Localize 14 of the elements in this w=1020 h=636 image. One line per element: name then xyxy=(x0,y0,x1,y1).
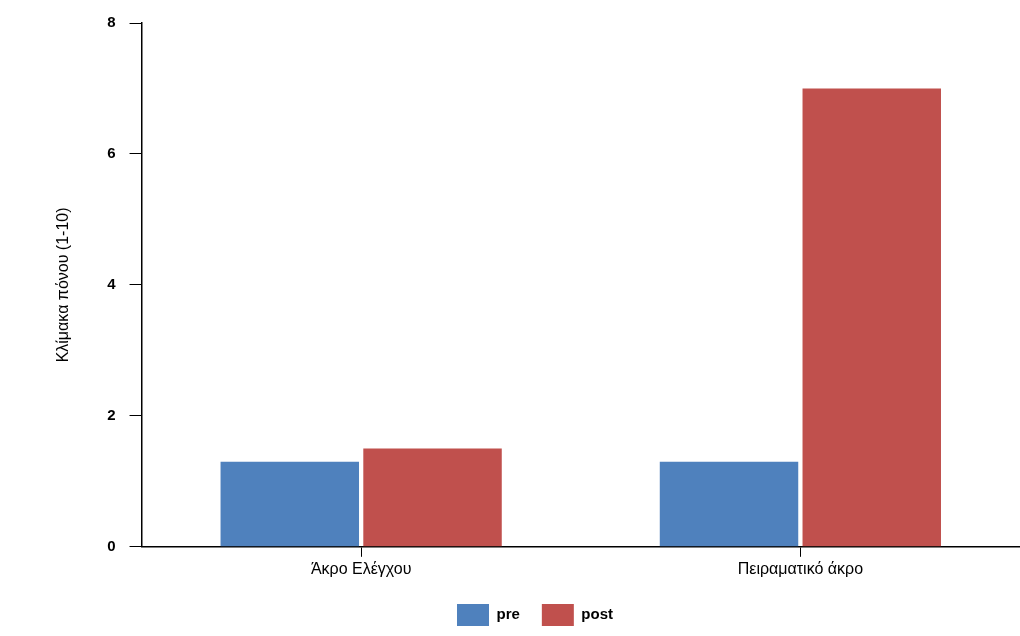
y-tick-label: 2 xyxy=(107,405,116,423)
bar xyxy=(363,448,502,547)
y-tick-label: 8 xyxy=(107,13,116,31)
bar xyxy=(220,461,360,547)
bar xyxy=(659,461,799,547)
y-tick-label: 0 xyxy=(107,536,116,554)
x-tick-label: Πειραματικό άκρο xyxy=(737,559,864,577)
legend-label: pre xyxy=(496,605,520,623)
legend-label: post xyxy=(581,605,614,623)
y-tick-label: 6 xyxy=(107,144,116,162)
bar xyxy=(802,88,941,547)
y-tick-label: 4 xyxy=(107,275,117,293)
x-tick-label: Άκρο Ελέγχου xyxy=(310,559,412,577)
y-axis-title: Κλίμακα πόνου (1-10) xyxy=(54,207,72,363)
